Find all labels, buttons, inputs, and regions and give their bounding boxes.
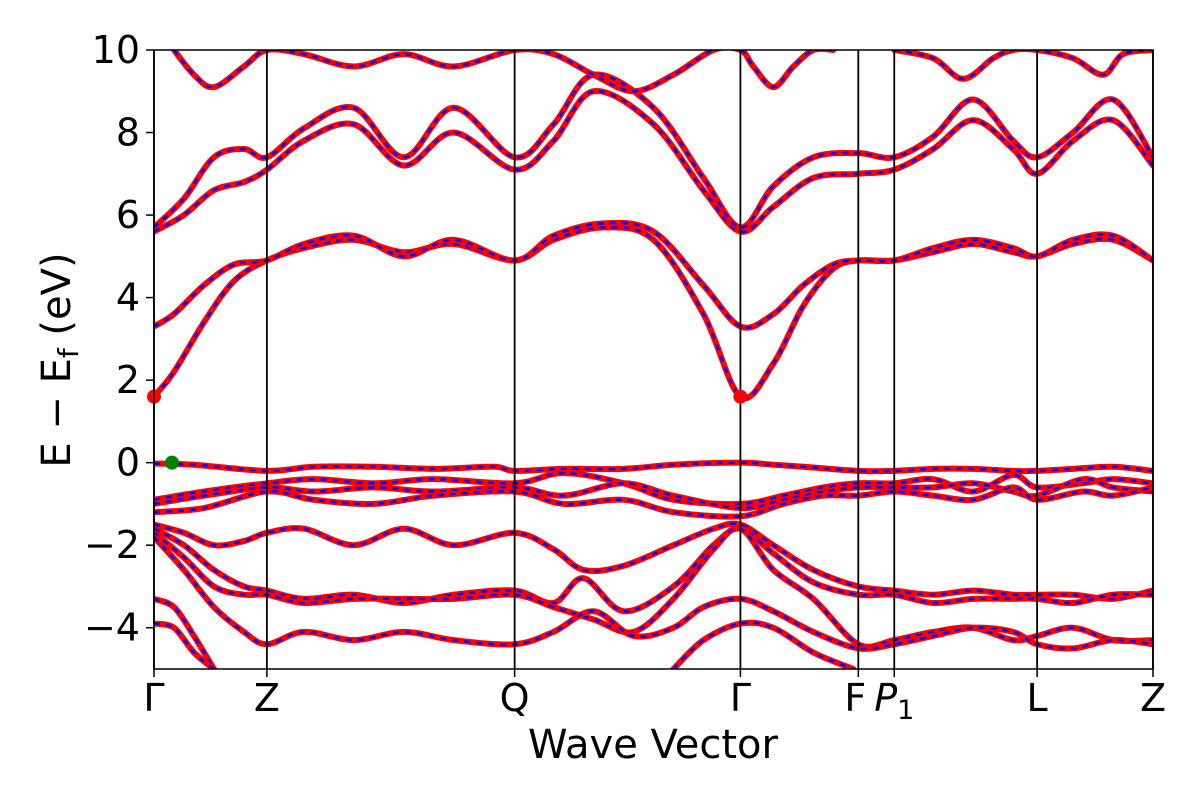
band-3-line-a xyxy=(154,88,1153,235)
y-tick-label--2: −2 xyxy=(84,523,140,567)
y-axis-label-subscript: f xyxy=(52,347,85,358)
extrema-markers xyxy=(147,389,748,470)
band-15-line-b xyxy=(672,621,854,669)
x-tick-label-7: L xyxy=(1027,676,1048,720)
band-3-line-b xyxy=(154,89,1153,233)
y-tick-label-2: 2 xyxy=(116,358,140,402)
x-tick-label-2: Z xyxy=(254,676,280,720)
x-tick-label-6: P1 xyxy=(874,676,914,726)
x-tick-label-3: Q xyxy=(500,676,530,720)
band-14-line-b xyxy=(154,622,215,669)
band-4-line-b xyxy=(154,73,1153,229)
x-tick-label-8: Z xyxy=(1140,676,1166,720)
x-tick-label-4: Γ xyxy=(730,676,751,720)
vbm-marker xyxy=(164,455,179,470)
x-axis-ticks: Γ Z Q Γ F P1 L Z xyxy=(143,669,1166,726)
band-4-line-a xyxy=(154,71,1153,231)
band-16-line-a xyxy=(170,50,837,95)
cbm-gamma-marker xyxy=(733,389,748,404)
band-17-line-a xyxy=(891,50,1153,82)
band-2-line-b xyxy=(154,221,1153,329)
y-axis-label: E − Ef (eV) xyxy=(34,252,85,467)
band-5-line-a xyxy=(154,459,1153,475)
y-tick-label-6: 6 xyxy=(116,193,140,237)
band-15-line-a xyxy=(670,619,857,669)
band-9-line-a xyxy=(154,520,1153,602)
x-tick-label-1: Γ xyxy=(143,676,164,720)
y-tick-label-10: 10 xyxy=(92,28,140,72)
band-1-line-a xyxy=(154,224,1153,402)
band-14-line-a xyxy=(154,620,217,669)
y-tick-label-4: 4 xyxy=(116,276,140,320)
band-6-line-b xyxy=(154,471,1153,506)
band-1-line-b xyxy=(154,226,1153,400)
band-12-line-a xyxy=(154,533,1153,652)
band-10-line-a xyxy=(154,525,1153,615)
bands-layer xyxy=(154,50,1153,669)
y-tick-label-0: 0 xyxy=(116,441,140,485)
plot-frame xyxy=(153,49,1154,670)
band-13-line-b xyxy=(154,597,216,669)
y-tick-label--4: −4 xyxy=(84,606,140,650)
x-axis-label: Wave Vector xyxy=(528,722,779,768)
band-17-line-b xyxy=(894,50,1153,81)
x-tick-label-5: F xyxy=(844,676,866,720)
y-axis-ticks: −4 −2 0 2 4 6 8 10 xyxy=(84,28,154,650)
band-9-line-b xyxy=(154,522,1153,601)
y-axis-label-main: E − E xyxy=(34,358,80,468)
y-tick-label-8: 8 xyxy=(116,111,140,155)
band-8-line-a xyxy=(154,484,1153,520)
band-11-line-b xyxy=(154,526,1153,649)
y-axis-label-tail: (eV) xyxy=(34,252,80,348)
band-5-line-b xyxy=(154,461,1153,473)
